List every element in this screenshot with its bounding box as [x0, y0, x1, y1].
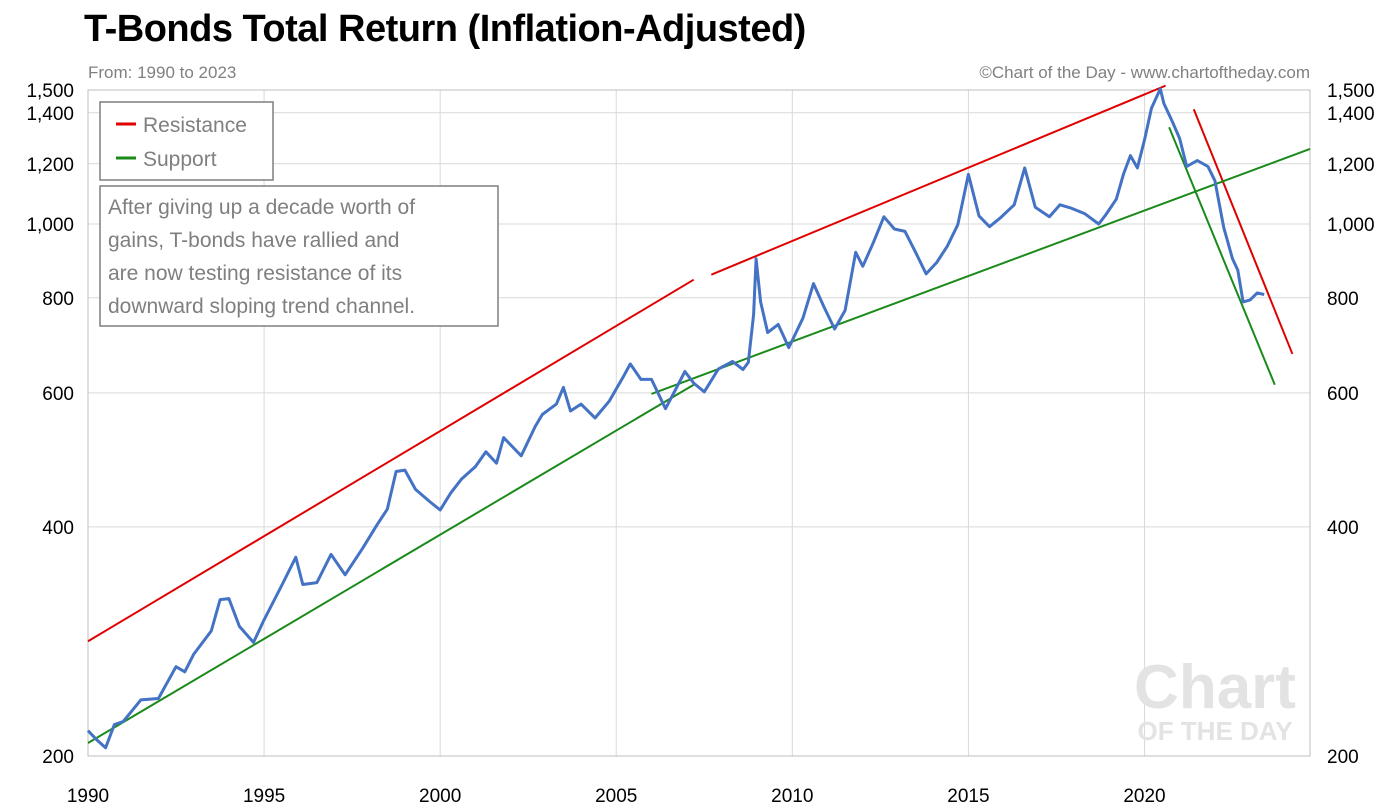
y-tick-right-1500: 1,500 — [1327, 81, 1375, 102]
plot-area-border — [87, 89, 1311, 757]
watermark-line1: Chart — [1134, 653, 1296, 722]
x-tick-1995: 1995 — [243, 786, 285, 807]
x-tick-2000: 2000 — [419, 786, 461, 807]
legend-box — [99, 101, 274, 181]
y-tick-left-200: 200 — [42, 747, 74, 768]
y-tick-right-800: 800 — [1327, 289, 1359, 310]
annotation-line-4: downward sloping trend channel. — [108, 295, 415, 318]
x-tick-1990: 1990 — [67, 786, 109, 807]
support-line-3 — [1168, 126, 1276, 386]
watermark: Chart OF THE DAY — [1134, 653, 1296, 746]
trendlines — [87, 84, 1311, 744]
legend: Resistance Support — [99, 101, 274, 181]
resistance-line-1 — [87, 278, 695, 643]
series-line-tbonds — [86, 87, 1265, 750]
y-tick-left-400: 400 — [42, 518, 74, 539]
y-tick-left-600: 600 — [42, 384, 74, 405]
annotation-box: After giving up a decade worth of gains,… — [99, 185, 499, 327]
support-line-2 — [651, 148, 1311, 395]
y-tick-right-200: 200 — [1327, 747, 1359, 768]
x-tick-2010: 2010 — [771, 786, 813, 807]
annotation-line-2: gains, T-bonds have rallied and — [108, 229, 399, 252]
watermark-line2: OF THE DAY — [1137, 716, 1292, 746]
y-tick-left-1000: 1,000 — [26, 215, 74, 236]
x-axis: 1990 1995 2000 2005 2010 2015 2020 — [67, 786, 1166, 807]
annotation-line-3: are now testing resistance of its — [108, 262, 402, 285]
y-tick-right-400: 400 — [1327, 518, 1359, 539]
resistance-line-2 — [710, 84, 1166, 276]
y-tick-left-1500: 1,500 — [26, 81, 74, 102]
x-tick-2005: 2005 — [595, 786, 637, 807]
y-tick-left-1400: 1,400 — [26, 104, 74, 125]
annotation-line-1: After giving up a decade worth of — [108, 196, 415, 219]
resistance-line-3 — [1192, 108, 1294, 355]
chart-subtitle: From: 1990 to 2023 — [88, 63, 237, 82]
y-tick-right-1400: 1,400 — [1327, 104, 1375, 125]
y-tick-left-800: 800 — [42, 289, 74, 310]
x-tick-2015: 2015 — [947, 786, 989, 807]
y-tick-right-1000: 1,000 — [1327, 215, 1375, 236]
legend-label-resistance: Resistance — [143, 114, 247, 137]
y-tick-right-600: 600 — [1327, 384, 1359, 405]
support-line-1 — [87, 383, 695, 744]
x-tick-2020: 2020 — [1123, 786, 1165, 807]
y-tick-right-1200: 1,200 — [1327, 155, 1375, 176]
annotation-border — [99, 185, 499, 327]
legend-label-support: Support — [143, 148, 217, 171]
chart-title: T-Bonds Total Return (Inflation-Adjusted… — [84, 8, 806, 50]
chart-credit: ©Chart of the Day - www.chartoftheday.co… — [979, 63, 1310, 82]
y-tick-left-1200: 1,200 — [26, 155, 74, 176]
